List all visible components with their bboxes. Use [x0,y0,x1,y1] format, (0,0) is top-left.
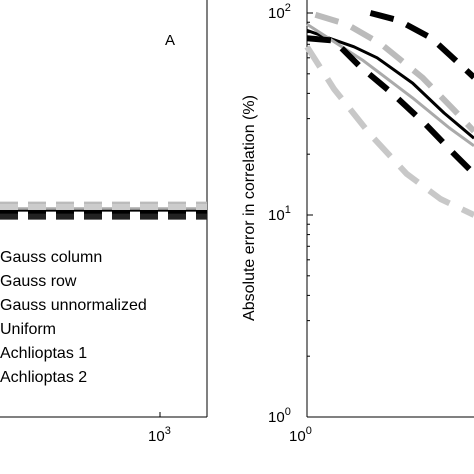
panel-b: 100 101 102 100 Absolute error in correlati… [241,0,474,445]
panel-b-y-tick-label: 100 [268,406,291,426]
panel-b-series-uniform [314,11,474,134]
panel-b-series-achlioptas-2 [304,45,474,218]
panel-b-series-gauss-column [306,28,474,140]
legend-entry-gauss-row: Gauss row [0,273,77,290]
panel-a-label: A [165,32,175,49]
legend-entry-achlioptas-2: Achlioptas 2 [0,369,87,386]
panel-b-y-tick-label: 102 [268,2,291,22]
panel-b-y-tick-label: 101 [268,204,291,224]
panel-b-series-group [304,10,474,218]
panel-b-y-axis-label: Absolute error in correlation (%) [241,95,258,321]
panel-a-x-tick-label: 103 [148,425,171,445]
legend-entry-achlioptas-1: Achlioptas 1 [0,345,87,362]
legend-entry-gauss-column: Gauss column [0,249,102,266]
panel-a-series-group [0,201,207,220]
panel-b-ticks: 100 101 102 100 [268,2,313,445]
panel-b-series-gauss-unnormalized [306,35,474,176]
legend-entry-gauss-unnormalized: Gauss unnormalized [0,297,147,314]
panel-a: A Gauss column Gauss row Gauss unnormalize… [0,0,208,445]
legend-entry-uniform: Uniform [0,321,56,338]
panel-b-x-tick-label: 100 [289,425,312,445]
panel-b-series-achlioptas-1 [369,10,474,80]
legend: Gauss column Gauss row Gauss unnormalized U… [0,249,147,386]
